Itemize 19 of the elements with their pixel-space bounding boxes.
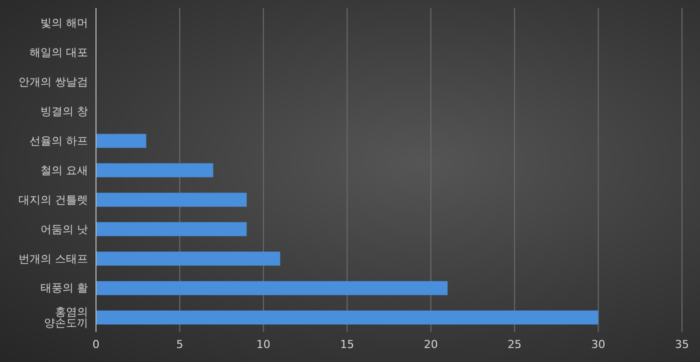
- x-tick-label: 20: [424, 338, 438, 351]
- x-tick-label: 25: [508, 338, 522, 351]
- x-tick-label: 5: [176, 338, 184, 351]
- y-tick-label: 안개의 쌍날검: [18, 76, 88, 89]
- y-tick-label: 번개의 스태프: [18, 252, 88, 266]
- x-tick-label: 15: [340, 338, 354, 351]
- x-tick-label: 10: [256, 338, 270, 351]
- y-tick-label: 빙결의 창: [40, 104, 88, 118]
- y-tick-label: 선율의 하프: [30, 134, 88, 148]
- x-tick-label: 0: [92, 338, 100, 351]
- y-tick-label: 대지의 건틀렛: [18, 193, 88, 206]
- y-tick-label: 태풍의 활: [40, 282, 88, 295]
- x-tick-label: 30: [591, 338, 606, 351]
- x-tick-label: 35: [675, 338, 689, 351]
- y-tick-label: 해일의 대포: [30, 46, 88, 60]
- y-tick-label: 홍염의 양손도끼: [44, 306, 88, 330]
- y-tick-label: 철의 요새: [40, 164, 88, 177]
- y-tick-label: 빛의 해머: [40, 16, 88, 30]
- y-tick-label: 어둠의 낫: [40, 222, 88, 236]
